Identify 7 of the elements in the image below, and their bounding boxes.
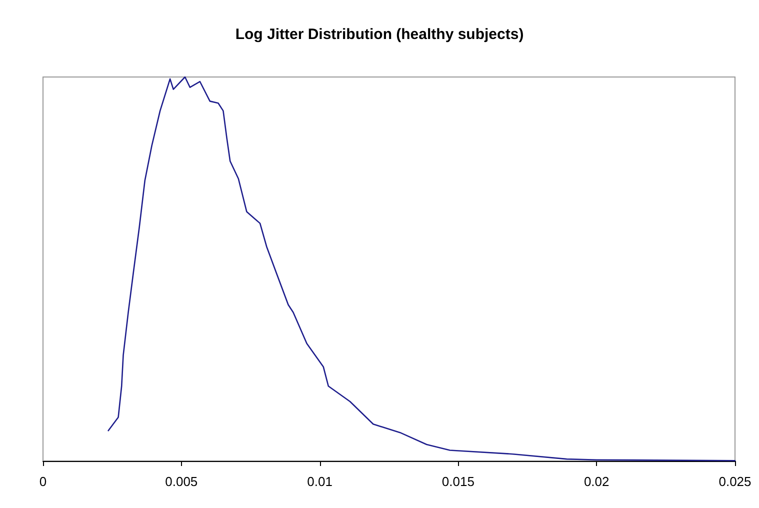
x-tick-label: 0.02 xyxy=(584,474,610,489)
x-tick-label: 0 xyxy=(39,474,47,489)
x-tick-label: 0.025 xyxy=(718,474,752,489)
chart-title: Log Jitter Distribution (healthy subjects) xyxy=(235,26,524,43)
x-tick-label: 0.01 xyxy=(307,474,332,489)
x-tick-label: 0.015 xyxy=(442,474,474,489)
x-tick-label: 0.005 xyxy=(165,474,198,489)
